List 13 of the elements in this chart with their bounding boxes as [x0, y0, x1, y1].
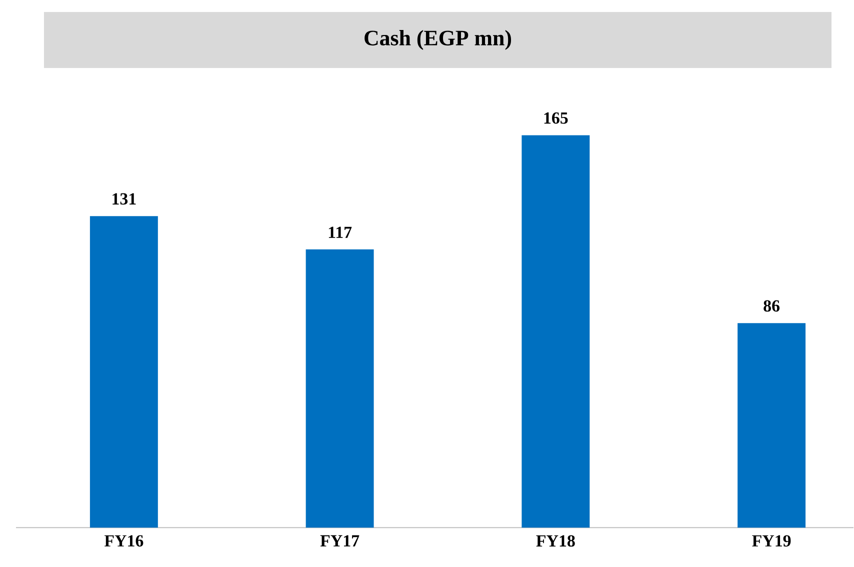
- data-label: 165: [544, 112, 568, 124]
- data-label: 86: [764, 300, 780, 312]
- data-label: 131: [112, 193, 136, 205]
- bar: [738, 323, 806, 528]
- x-tick-label: FY19: [752, 535, 791, 547]
- bar: [90, 216, 158, 528]
- bar: [306, 250, 374, 528]
- x-tick-label: FY17: [320, 535, 360, 547]
- data-label: 117: [328, 226, 352, 238]
- x-tick-label: FY16: [104, 535, 144, 547]
- bar: [522, 135, 590, 528]
- x-tick-label: FY18: [536, 535, 575, 547]
- chart-title: Cash (EGP mn): [364, 30, 512, 50]
